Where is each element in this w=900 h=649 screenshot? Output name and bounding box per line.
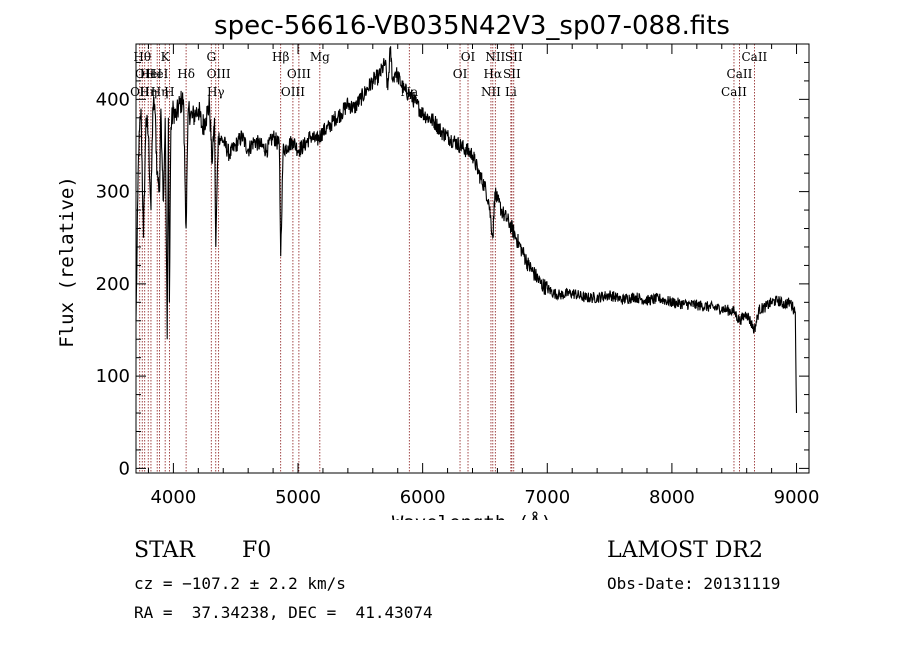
line-marker-label: HeI — [140, 67, 163, 81]
line-marker-label: NII — [481, 85, 501, 99]
line-marker-label: OIII — [281, 85, 305, 99]
y-tick-label: 200 — [96, 274, 130, 295]
line-marker-label: OIII — [287, 67, 311, 81]
spectral-line-labels: OIIHθOIIHηHeIHeIHηKHHδGHγOIIIHβOIIIOIIIM… — [130, 50, 767, 99]
observation-date: Obs-Date: 20131119 — [607, 574, 781, 593]
line-marker-label: OI — [453, 67, 468, 81]
plot-frame — [135, 43, 810, 474]
x-tick-label: 9000 — [774, 487, 820, 508]
line-marker-label: CaII — [721, 85, 747, 99]
chart-title: spec-56616-VB035N42V3_sp07-088.fits — [214, 11, 730, 41]
line-marker-label: Hθ — [133, 50, 151, 64]
line-marker-label: Hγ — [207, 85, 225, 99]
line-marker-label: Hδ — [177, 67, 195, 81]
y-axis-label: Flux (relative) — [56, 176, 78, 348]
line-marker-label: OI — [461, 50, 476, 64]
line-marker-label: Hα — [484, 67, 503, 81]
x-tick-label: 8000 — [649, 487, 695, 508]
line-marker-label: HeI — [146, 67, 169, 81]
x-tick-label: 4000 — [150, 487, 196, 508]
line-marker-label: NII — [485, 50, 505, 64]
line-marker-label: K — [161, 50, 171, 64]
line-marker-label: OII — [135, 67, 155, 81]
line-marker-label: G — [206, 50, 216, 64]
line-marker-label: Hη — [139, 85, 157, 99]
y-axis-ticks: 0 100 200 300 400 — [96, 61, 809, 479]
line-marker-label: SII — [503, 67, 521, 81]
line-marker-label: OIII — [207, 67, 231, 81]
object-subclass: F0 — [242, 538, 272, 563]
x-tick-label: 6000 — [400, 487, 446, 508]
x-axis-ticks: 4000 5000 6000 7000 8000 9000 — [147, 44, 820, 508]
line-marker-label: Mg — [310, 50, 330, 64]
survey-name: LAMOST DR2 — [607, 538, 763, 563]
line-marker-label: CaII — [741, 50, 767, 64]
line-marker-label: OII — [130, 85, 150, 99]
line-marker-label: H — [164, 85, 174, 99]
spectrum-chart: spec-56616-VB035N42V3_sp07-088.fits OIIH… — [56, 11, 820, 520]
line-marker-label: SII — [505, 50, 523, 64]
y-tick-label: 400 — [96, 89, 130, 110]
redshift-cz: cz = −107.2 ± 2.2 km/s — [134, 574, 346, 593]
y-tick-label: 100 — [96, 366, 130, 387]
object-class: STAR — [134, 538, 195, 563]
y-tick-label: 300 — [96, 182, 130, 203]
x-tick-label: 7000 — [524, 487, 570, 508]
x-axis-label: Wavelength (Å) — [392, 511, 552, 520]
line-marker-label: Li — [505, 85, 517, 99]
y-tick-label: 0 — [119, 458, 130, 479]
line-marker-label: CaII — [727, 67, 753, 81]
line-marker-label: Hβ — [272, 50, 289, 64]
line-marker-label: Hη — [151, 85, 169, 99]
spectrum-line — [135, 46, 798, 414]
x-tick-label: 5000 — [275, 487, 321, 508]
spectral-line-markers — [139, 44, 755, 473]
ra-dec: RA = 37.34238, DEC = 41.43074 — [134, 603, 433, 622]
